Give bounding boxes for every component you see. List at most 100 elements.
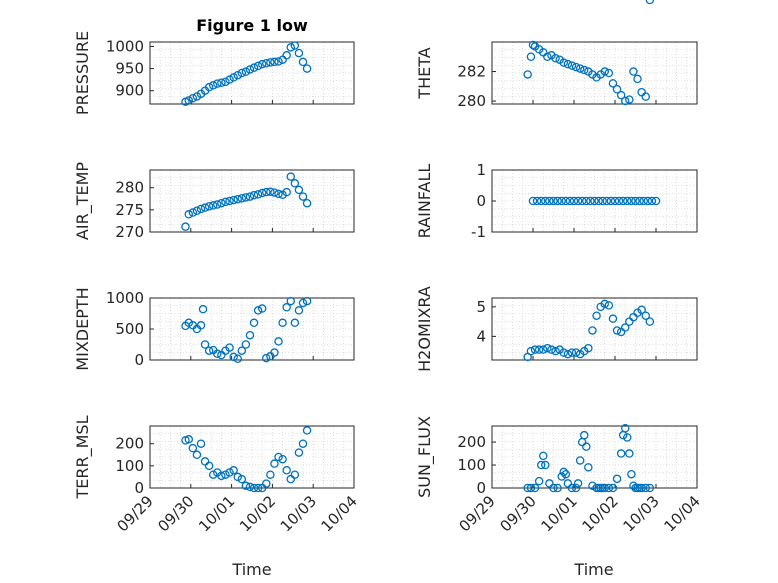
data-point — [606, 196, 616, 206]
data-point — [571, 348, 581, 357]
data-point — [604, 68, 614, 78]
data-point — [600, 299, 610, 309]
data-point — [270, 57, 279, 67]
data-point — [286, 172, 296, 181]
data-point — [577, 196, 587, 206]
y-axis-label: THETA — [415, 47, 434, 99]
data-point — [598, 196, 607, 206]
data-point — [584, 343, 593, 353]
data-point — [586, 196, 595, 206]
data-point — [631, 196, 640, 206]
x-tick-label: 09/29 — [114, 492, 157, 535]
data-point — [612, 84, 622, 94]
x-axis-label-left: Time — [231, 560, 271, 579]
data-point — [217, 471, 226, 481]
y-tick-label: 0 — [476, 192, 486, 210]
data-point — [563, 59, 573, 69]
data-point — [526, 483, 536, 493]
data-point — [565, 196, 575, 206]
data-point — [286, 43, 296, 52]
data-point — [196, 321, 206, 330]
data-point — [571, 483, 581, 493]
y-tick-label: 950 — [115, 60, 144, 78]
y-axis-label: PRESSURE — [73, 31, 92, 115]
y-axis-label: AIR_TEMP — [73, 162, 93, 240]
data-point — [573, 196, 583, 206]
data-point — [181, 222, 190, 231]
data-point — [221, 197, 230, 207]
data-point — [249, 63, 259, 72]
data-point — [184, 210, 194, 219]
data-point — [612, 326, 622, 335]
data-point — [278, 454, 287, 464]
data-point — [635, 196, 644, 206]
data-point — [225, 196, 234, 206]
y-tick-label: 1 — [476, 161, 486, 179]
data-point — [590, 196, 599, 206]
data-point — [198, 304, 208, 314]
data-point — [262, 353, 271, 363]
y-tick-label: 5 — [476, 298, 486, 316]
data-point — [233, 472, 242, 482]
data-point — [249, 483, 259, 493]
x-tick-label: 10/04 — [661, 492, 704, 535]
data-point — [559, 58, 569, 67]
data-point — [575, 64, 585, 73]
x-tick-label: 10/03 — [277, 492, 320, 535]
data-point — [584, 463, 593, 472]
x-tick-label: 10/04 — [318, 492, 361, 535]
data-point — [221, 77, 230, 87]
data-point — [274, 189, 283, 199]
y-tick-label: 0 — [134, 479, 144, 497]
data-point — [541, 460, 550, 470]
data-point — [561, 196, 571, 206]
axes-box — [491, 297, 698, 361]
data-point — [241, 340, 251, 349]
data-point — [625, 449, 634, 458]
data-point — [302, 296, 312, 306]
data-point — [539, 345, 548, 354]
data-point — [532, 196, 542, 206]
data-point — [569, 196, 579, 206]
data-point — [608, 79, 618, 88]
data-point — [262, 187, 271, 197]
data-point — [282, 187, 291, 197]
data-point — [614, 196, 624, 206]
data-point — [298, 192, 308, 201]
data-point — [274, 452, 283, 462]
data-point — [221, 470, 230, 479]
data-point — [298, 298, 308, 308]
data-point — [245, 192, 255, 201]
axes-box — [149, 41, 355, 105]
data-point — [559, 467, 569, 477]
data-point — [571, 62, 581, 72]
data-point — [245, 482, 255, 492]
y-tick-label: 900 — [115, 82, 144, 100]
data-point — [274, 337, 283, 346]
data-point — [526, 346, 536, 356]
y-tick-label: 282 — [457, 63, 486, 81]
data-point — [553, 196, 562, 206]
data-point — [559, 348, 569, 357]
data-point — [616, 90, 626, 100]
data-point — [580, 430, 589, 440]
data-point — [204, 82, 214, 92]
data-point — [637, 483, 646, 493]
subplot-mixdepth: 0 500 1000 MIXDEPTH — [73, 287, 355, 371]
x-tick-label: 10/01 — [538, 492, 581, 535]
data-point — [608, 483, 618, 493]
data-point — [543, 52, 552, 62]
data-point — [241, 481, 251, 491]
y-axis-label: SUN_FLUX — [415, 416, 435, 498]
data-point — [241, 67, 251, 76]
data-point — [237, 346, 247, 355]
y-tick-label: 280 — [457, 92, 486, 110]
data-point — [604, 301, 614, 310]
data-point — [298, 439, 308, 448]
data-point — [204, 346, 214, 355]
data-point — [286, 296, 296, 306]
y-tick-label: 0 — [476, 479, 486, 497]
data-point — [233, 194, 242, 204]
data-point — [627, 469, 636, 479]
